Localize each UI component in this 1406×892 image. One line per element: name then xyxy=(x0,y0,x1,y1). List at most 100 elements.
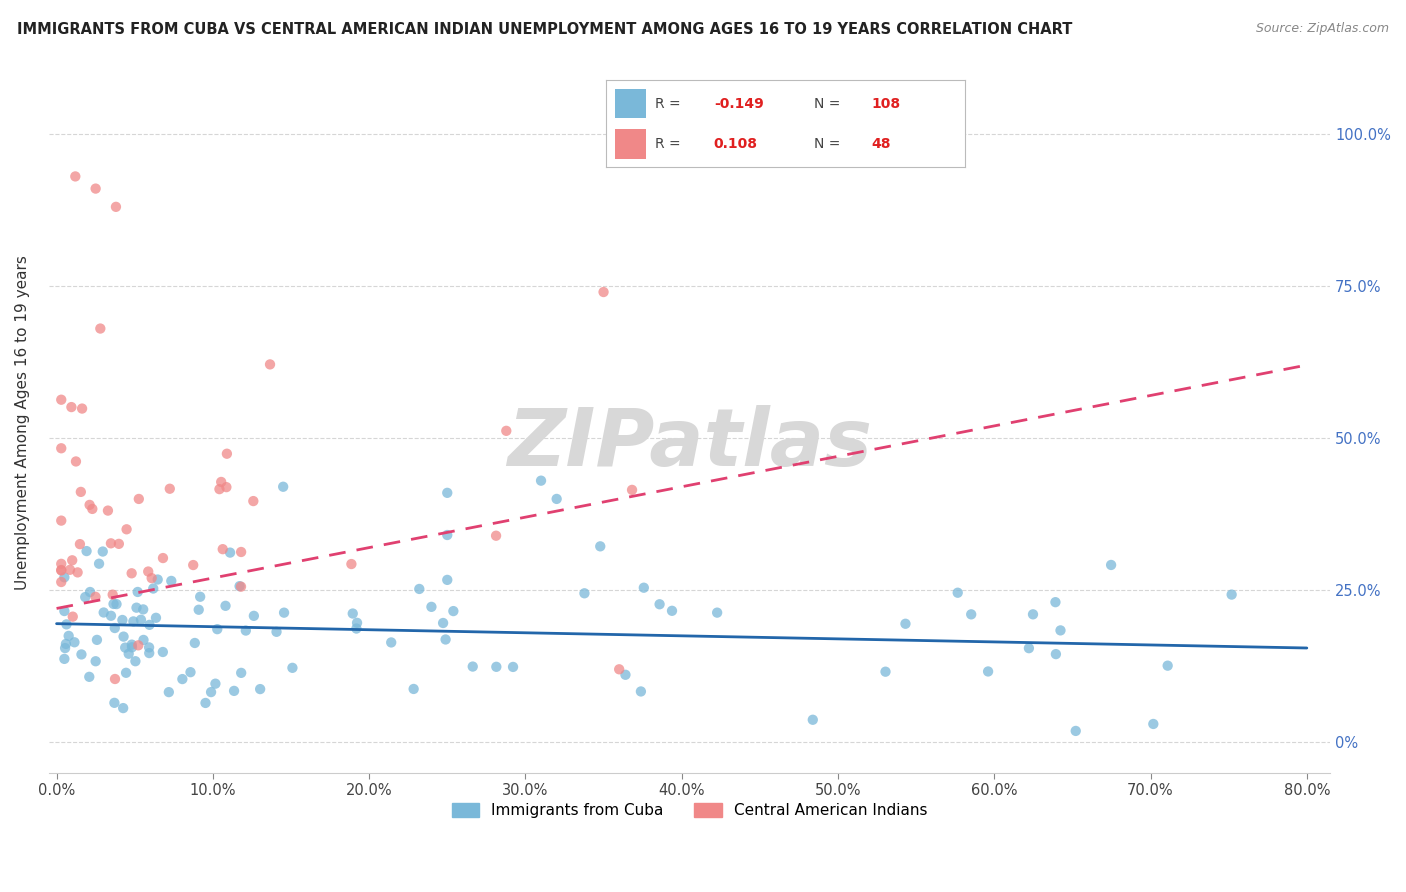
Point xyxy=(408,582,430,596)
Point xyxy=(51,557,73,571)
Point xyxy=(172,672,194,686)
Point xyxy=(894,616,917,631)
Point xyxy=(402,681,425,696)
Point xyxy=(204,676,226,690)
Point xyxy=(87,557,110,571)
Point xyxy=(51,563,73,577)
Point xyxy=(242,494,264,508)
Point xyxy=(485,529,508,543)
Point xyxy=(79,585,101,599)
Point xyxy=(124,654,146,668)
Point xyxy=(122,615,145,629)
Point xyxy=(84,654,107,668)
Point xyxy=(138,640,160,655)
Point xyxy=(145,611,167,625)
Point xyxy=(875,665,897,679)
Point xyxy=(209,475,232,489)
Point xyxy=(121,638,143,652)
Point xyxy=(211,542,233,557)
Point xyxy=(89,321,111,335)
Point xyxy=(142,582,165,596)
Point xyxy=(51,514,73,528)
Point xyxy=(436,573,458,587)
Point xyxy=(235,624,257,638)
Point xyxy=(485,660,508,674)
Point xyxy=(1142,717,1164,731)
Point xyxy=(76,544,98,558)
Point xyxy=(181,558,204,572)
Point xyxy=(589,539,612,553)
Point xyxy=(188,590,211,604)
Point xyxy=(502,660,524,674)
Point xyxy=(222,684,245,698)
Point xyxy=(51,392,73,407)
Point xyxy=(132,602,155,616)
Point xyxy=(146,573,169,587)
Point xyxy=(946,585,969,599)
Point xyxy=(436,528,458,542)
Point xyxy=(63,635,86,649)
Point xyxy=(65,169,87,184)
Point xyxy=(1220,588,1243,602)
Point xyxy=(103,597,125,611)
Point xyxy=(69,537,91,551)
Point xyxy=(229,580,252,594)
Point xyxy=(420,599,443,614)
Point xyxy=(100,608,122,623)
Point xyxy=(125,600,148,615)
Point xyxy=(66,566,89,580)
Point xyxy=(103,696,125,710)
Point xyxy=(1099,558,1122,572)
Point xyxy=(436,486,458,500)
Point xyxy=(69,484,91,499)
Point xyxy=(79,498,101,512)
Point xyxy=(100,536,122,550)
Point xyxy=(51,574,73,589)
Point xyxy=(160,574,183,588)
Point xyxy=(91,544,114,558)
Point xyxy=(184,636,207,650)
Point xyxy=(104,200,127,214)
Point xyxy=(630,684,652,698)
Point xyxy=(108,537,131,551)
Point xyxy=(129,613,152,627)
Point xyxy=(607,662,630,676)
Point xyxy=(187,603,209,617)
Point xyxy=(441,604,464,618)
Point xyxy=(266,624,288,639)
Point xyxy=(118,647,141,661)
Point xyxy=(1045,647,1067,661)
Point xyxy=(546,491,568,506)
Point xyxy=(495,424,517,438)
Point xyxy=(53,604,76,618)
Point xyxy=(801,713,824,727)
Point xyxy=(84,181,107,195)
Point xyxy=(79,670,101,684)
Point xyxy=(138,646,160,660)
Point xyxy=(273,606,295,620)
Point xyxy=(621,483,644,497)
Point xyxy=(114,640,136,655)
Point xyxy=(380,635,402,649)
Point xyxy=(340,557,363,571)
Point xyxy=(86,632,108,647)
Point xyxy=(51,442,73,456)
Point xyxy=(51,563,73,577)
Point xyxy=(200,685,222,699)
Point xyxy=(121,566,143,581)
Text: Source: ZipAtlas.com: Source: ZipAtlas.com xyxy=(1256,22,1389,36)
Point xyxy=(157,685,180,699)
Point xyxy=(1049,624,1071,638)
Point xyxy=(249,682,271,697)
Point xyxy=(53,641,76,656)
Point xyxy=(97,503,120,517)
Point xyxy=(152,645,174,659)
Point xyxy=(53,570,76,584)
Point xyxy=(59,563,82,577)
Point xyxy=(55,637,77,651)
Point xyxy=(219,546,242,560)
Point xyxy=(104,621,127,635)
Point xyxy=(434,632,457,647)
Point xyxy=(342,607,364,621)
Point xyxy=(259,358,281,372)
